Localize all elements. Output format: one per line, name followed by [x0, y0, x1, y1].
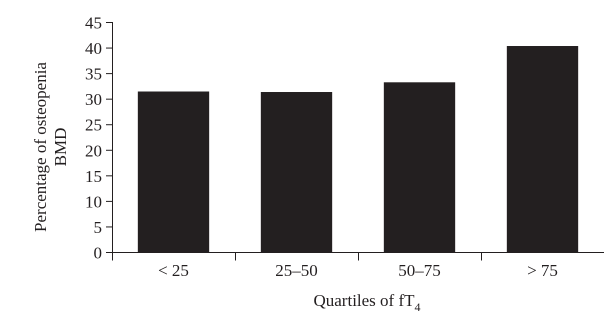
- y-tick-label: 25: [85, 116, 102, 135]
- y-tick-label: 45: [85, 14, 102, 33]
- y-axis-title-line-2: BMD: [51, 128, 70, 167]
- y-axis-ticks: 0 5 10 15 20 25 30 35 40 45: [85, 14, 112, 263]
- y-tick-label: 5: [94, 218, 103, 237]
- bar: [137, 91, 210, 253]
- bar: [260, 92, 333, 253]
- y-tick-label: 15: [85, 167, 102, 186]
- y-tick-label: 40: [85, 39, 102, 58]
- y-tick-label: 0: [94, 244, 103, 263]
- x-tick-label: 25–50: [275, 261, 318, 280]
- y-axis-title: Percentage of osteopenia BMD: [31, 62, 70, 232]
- y-tick-label: 30: [85, 90, 102, 109]
- x-axis-ticks: < 25 25–50 50–75 > 75: [112, 252, 558, 280]
- bar: [506, 46, 579, 253]
- x-axis-title: Quartiles of fT4: [313, 291, 420, 314]
- x-tick-label: > 75: [527, 261, 558, 280]
- x-tick-label: < 25: [158, 261, 189, 280]
- y-tick-label: 35: [85, 65, 102, 84]
- bar: [383, 82, 456, 253]
- y-tick-label: 20: [85, 141, 102, 160]
- x-tick-label: 50–75: [398, 261, 441, 280]
- y-tick-label: 10: [85, 192, 102, 211]
- y-axis-title-line-1: Percentage of osteopenia: [31, 62, 50, 232]
- x-axis-title-subscript: 4: [415, 300, 421, 314]
- x-axis-title-text: Quartiles of fT: [313, 291, 415, 310]
- bars: [137, 46, 579, 253]
